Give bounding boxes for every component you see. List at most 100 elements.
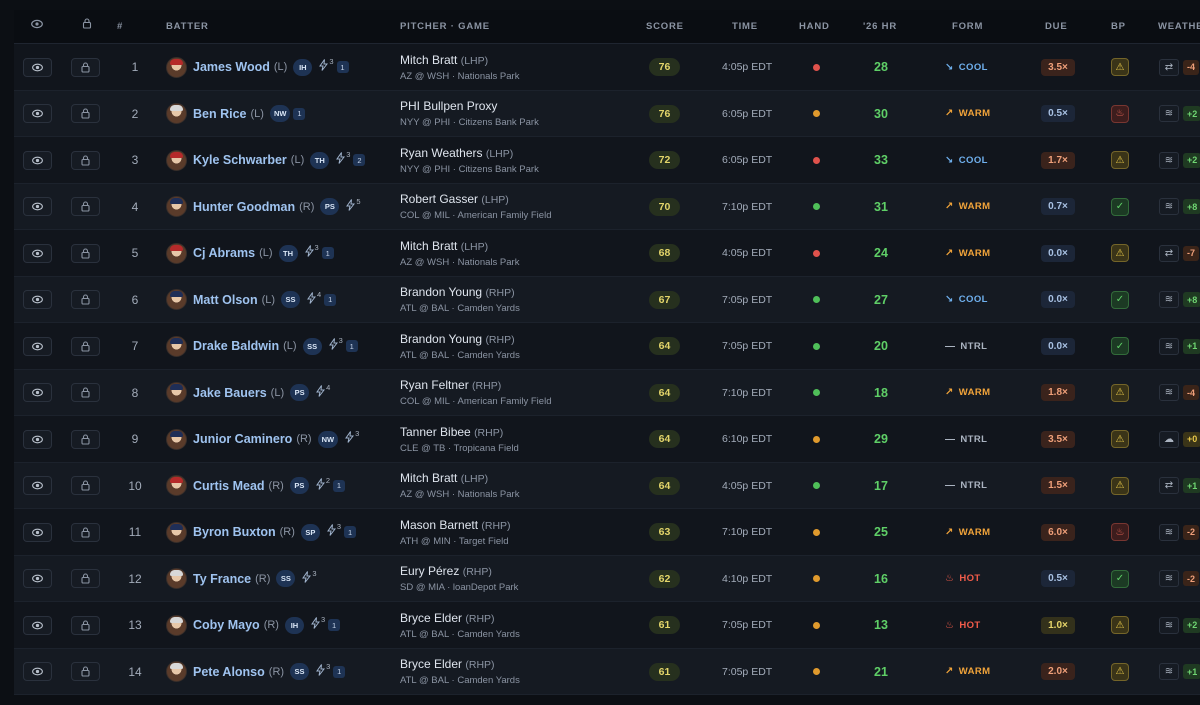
wind-icon[interactable]: ≋ — [1159, 337, 1179, 355]
batter-name[interactable]: Junior Caminero — [193, 432, 293, 446]
wind-icon[interactable]: ≋ — [1159, 384, 1179, 401]
wind-icon[interactable]: ≋ — [1159, 570, 1179, 587]
lock-button[interactable] — [71, 243, 100, 263]
pitcher-name[interactable]: Ryan Weathers — [400, 145, 483, 160]
batter-name[interactable]: Matt Olson — [193, 292, 258, 307]
hr-header[interactable]: '26 HR — [863, 21, 897, 32]
table-row[interactable]: 11 Byron Buxton (R) SP 3 1 Mason Barnett (RHP)… — [14, 509, 1200, 556]
watch-header[interactable] — [31, 10, 43, 44]
watch-button[interactable] — [23, 150, 52, 170]
watch-button[interactable] — [23, 476, 52, 495]
wind-icon[interactable]: ≋ — [1159, 523, 1179, 541]
table-row[interactable]: 6 Matt Olson (L) SS 4 1 Brandon Young (RHP) ATL… — [14, 276, 1200, 323]
swap-icon[interactable]: ⇄ — [1159, 58, 1179, 76]
due-header[interactable]: DUE — [1045, 21, 1068, 32]
table-row[interactable]: 5 Cj Abrams (L) TH 3 1 Mitch Bratt (LHP) AZ @ W… — [14, 230, 1200, 277]
pitcher-name[interactable]: Mason Barnett — [400, 517, 479, 532]
pitcher-name[interactable]: Mitch Bratt — [400, 238, 458, 253]
pitcher-name[interactable]: Robert Gasser — [400, 192, 479, 206]
table-row[interactable]: 2 Ben Rice (L) NW 1 PHI Bullpen Proxy NYY @ P… — [14, 90, 1200, 137]
table-row[interactable]: 8 Jake Bauers (L) PS 4 Ryan Feltner (RHP) COL … — [14, 369, 1200, 416]
wind-icon[interactable]: ≋ — [1159, 151, 1179, 169]
batter-name[interactable]: Coby Mayo — [193, 618, 260, 632]
batter-name[interactable]: James Wood — [193, 60, 270, 74]
cloud-icon[interactable]: ☁ — [1159, 430, 1179, 448]
watch-button[interactable] — [23, 104, 52, 123]
pitcher-name[interactable]: Brandon Young — [400, 285, 483, 299]
watch-button[interactable] — [23, 662, 52, 681]
pitcher-name[interactable]: PHI Bullpen Proxy — [400, 99, 498, 113]
wind-icon[interactable]: ≋ — [1159, 663, 1179, 680]
lock-button[interactable] — [71, 383, 100, 402]
batter-name[interactable]: Hunter Goodman — [193, 199, 296, 214]
wind-icon[interactable]: ≋ — [1159, 198, 1179, 215]
pitcher-hand: (LHP) — [460, 54, 489, 67]
batter-header[interactable]: BATTER — [166, 21, 209, 32]
pitcher-name[interactable]: Bryce Elder — [400, 610, 463, 625]
pitcher-name[interactable]: Eury Pérez — [400, 564, 460, 578]
time-header[interactable]: TIME — [732, 21, 758, 32]
table-row[interactable]: 1 James Wood (L) IH 3 1 Mitch Bratt (LHP) AZ @ … — [14, 44, 1200, 91]
form-label: WARM — [958, 201, 991, 212]
pitcher-name[interactable]: Bryce Elder — [400, 657, 463, 671]
watch-button[interactable] — [23, 429, 52, 449]
table-row[interactable]: 12 Ty France (R) SS 3 Eury Pérez (RHP) SD @ MI… — [14, 555, 1200, 602]
pitcher-name[interactable]: Tanner Bibee — [400, 424, 471, 439]
table-row[interactable]: 13 Coby Mayo (R) IH 3 1 Bryce Elder (RHP) ATL @… — [14, 602, 1200, 649]
lock-button[interactable] — [71, 429, 100, 449]
table-row[interactable]: 10 Curtis Mead (R) PS 2 1 Mitch Bratt (LHP) AZ … — [14, 462, 1200, 509]
lock-button[interactable] — [71, 522, 100, 542]
batter-name[interactable]: Jake Bauers — [193, 385, 267, 400]
table-row[interactable]: 7 Drake Baldwin (L) SS 3 1 Brandon Young (RHP)… — [14, 323, 1200, 370]
batter-name[interactable]: Pete Alonso — [193, 664, 265, 679]
wind-icon[interactable]: ≋ — [1159, 616, 1179, 634]
form-header[interactable]: FORM — [952, 21, 984, 32]
lock-button[interactable] — [71, 662, 100, 681]
wind-icon[interactable]: ≋ — [1159, 105, 1179, 122]
lock-button[interactable] — [71, 57, 100, 77]
lock-button[interactable] — [71, 615, 100, 635]
watch-button[interactable] — [23, 197, 52, 216]
pitcher-name[interactable]: Mitch Bratt — [400, 471, 458, 485]
table-row[interactable]: 4 Hunter Goodman (R) PS 5 Robert Gasser (LHP)… — [14, 183, 1200, 230]
pitcher-name[interactable]: Mitch Bratt — [400, 52, 458, 67]
batter-name[interactable]: Kyle Schwarber — [193, 153, 287, 167]
swap-icon[interactable]: ⇄ — [1159, 244, 1179, 262]
score-header[interactable]: SCORE — [646, 21, 684, 32]
watch-button[interactable] — [23, 615, 52, 635]
lock-button[interactable] — [71, 197, 100, 216]
lock-button[interactable] — [71, 569, 100, 588]
swap-icon[interactable]: ⇄ — [1159, 477, 1179, 494]
lock-button[interactable] — [71, 104, 100, 123]
watch-button[interactable] — [23, 290, 52, 309]
watch-button[interactable] — [23, 243, 52, 263]
batter-name[interactable]: Byron Buxton — [193, 525, 276, 539]
weather-header[interactable]: WEATHE — [1158, 21, 1200, 32]
hand-header[interactable]: HAND — [799, 21, 830, 32]
pitcher-name[interactable]: Brandon Young — [400, 331, 483, 346]
watch-button[interactable] — [23, 336, 52, 356]
table-row[interactable]: 9 Junior Caminero (R) NW 3 Tanner Bibee (RHP)… — [14, 416, 1200, 463]
lock-button[interactable] — [71, 336, 100, 356]
wind-icon[interactable]: ≋ — [1159, 291, 1179, 308]
batter-name[interactable]: Ty France — [193, 571, 252, 586]
table-row[interactable]: 14 Pete Alonso (R) SS 3 1 Bryce Elder (RHP) ATL… — [14, 648, 1200, 695]
lock-button[interactable] — [71, 150, 100, 170]
watch-button[interactable] — [23, 522, 52, 542]
lock-button[interactable] — [71, 476, 100, 495]
watch-button[interactable] — [23, 57, 52, 77]
batter-name[interactable]: Ben Rice — [193, 106, 247, 121]
batter-name[interactable]: Drake Baldwin — [193, 339, 280, 353]
table-row[interactable]: 3 Kyle Schwarber (L) TH 3 2 Ryan Weathers (LHP… — [14, 137, 1200, 184]
pitcher-name[interactable]: Ryan Feltner — [400, 378, 469, 392]
bp-header[interactable]: BP — [1111, 21, 1126, 32]
batter-name[interactable]: Cj Abrams — [193, 246, 256, 260]
batter-name[interactable]: Curtis Mead — [193, 478, 265, 493]
weather-cell: ≋ +8 — [1159, 277, 1200, 323]
watch-button[interactable] — [23, 569, 52, 588]
pitcher-game-header[interactable]: PITCHER · GAME — [400, 21, 490, 32]
lock-button[interactable] — [71, 290, 100, 309]
rank-header[interactable]: # — [117, 21, 124, 32]
watch-button[interactable] — [23, 383, 52, 402]
lock-header[interactable] — [82, 10, 92, 44]
